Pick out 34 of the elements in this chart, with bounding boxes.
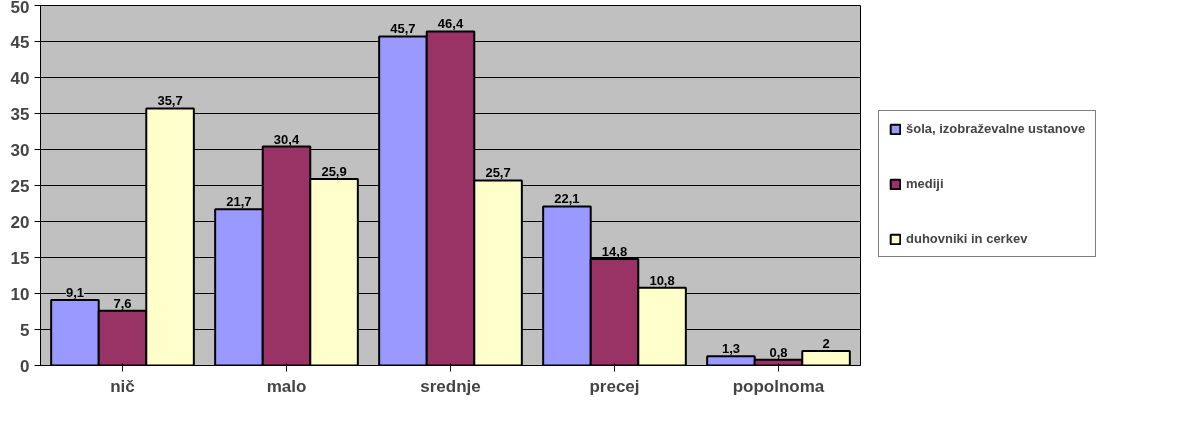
x-tick-label: popolnoma <box>732 376 825 396</box>
legend-label: šola, izobraževalne ustanove <box>906 121 1086 136</box>
data-label: 7,6 <box>113 295 132 311</box>
legend-label: duhovniki in cerkev <box>906 231 1028 246</box>
y-tick-label: 10 <box>10 284 30 304</box>
data-label: 35,7 <box>157 93 183 109</box>
data-label: 25,9 <box>321 164 347 180</box>
x-tick-label: precej <box>589 376 640 396</box>
data-label: 25,7 <box>485 165 511 181</box>
y-tick-label: 50 <box>10 0 30 17</box>
y-tick-label: 35 <box>10 104 30 124</box>
y-tick-label: 5 <box>20 320 30 340</box>
data-label: 30,4 <box>273 131 300 147</box>
data-label: 9,1 <box>65 284 84 300</box>
y-tick-label: 0 <box>20 356 30 376</box>
data-label: 10,8 <box>649 272 675 288</box>
data-label: 21,7 <box>226 194 252 210</box>
data-label: 22,1 <box>554 191 580 207</box>
data-label: 2 <box>822 336 830 352</box>
y-tick-label: 15 <box>10 248 30 268</box>
y-tick-label: 40 <box>10 68 30 88</box>
y-tick-label: 25 <box>10 176 30 196</box>
data-label: 46,4 <box>437 16 464 32</box>
x-tick-label: srednje <box>420 376 481 396</box>
x-tick-label: nič <box>110 376 135 396</box>
data-label: 1,3 <box>721 341 740 357</box>
y-tick-label: 20 <box>10 212 30 232</box>
data-label: 14,8 <box>601 243 628 259</box>
legend-label: mediji <box>906 176 944 191</box>
y-tick-label: 45 <box>10 32 30 52</box>
data-label: 45,7 <box>390 21 416 37</box>
data-label: 0,8 <box>769 344 788 360</box>
x-tick-label: malo <box>266 376 307 396</box>
y-tick-label: 30 <box>10 140 30 160</box>
